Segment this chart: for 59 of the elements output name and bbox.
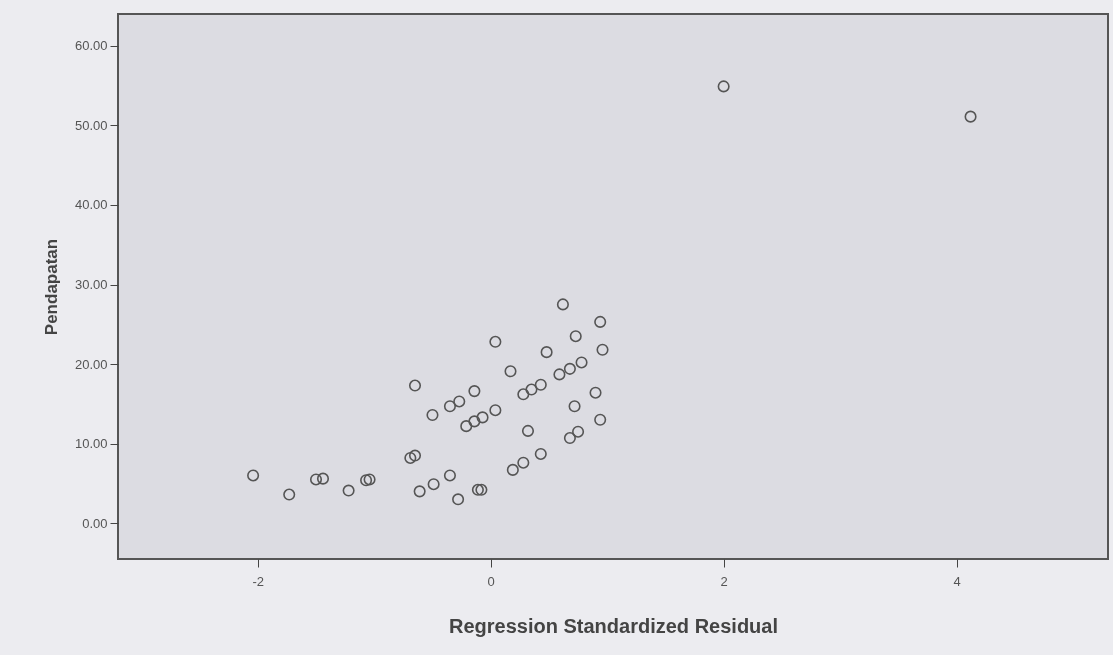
x-tick-label: 2	[720, 573, 728, 589]
point	[468, 385, 481, 398]
point	[521, 424, 535, 437]
y-axis-title: Pendapatan	[41, 238, 61, 336]
point	[453, 395, 466, 408]
point	[534, 378, 547, 391]
point	[413, 485, 426, 498]
x-tick-label: -2	[252, 573, 265, 589]
point	[247, 469, 260, 482]
x-tick-label: 4	[953, 573, 961, 589]
point	[506, 463, 519, 476]
point	[594, 413, 607, 426]
point	[316, 472, 330, 485]
point	[408, 379, 422, 392]
y-tick-label: 0.00	[82, 515, 108, 531]
point	[572, 425, 585, 438]
point	[476, 411, 489, 424]
point	[534, 447, 547, 461]
y-tick-label: 50.00	[74, 117, 108, 133]
point	[568, 400, 581, 413]
y-tick-label: 60.00	[74, 38, 108, 54]
y-tick-label: 40.00	[74, 197, 108, 213]
point	[489, 335, 502, 348]
point	[540, 346, 553, 359]
point	[504, 365, 517, 378]
point	[468, 415, 481, 428]
point	[517, 456, 530, 469]
point	[427, 478, 440, 491]
x-axis-title: Regression Standardized Residual	[449, 614, 778, 637]
point	[964, 110, 977, 123]
point	[589, 386, 602, 399]
point	[569, 330, 582, 343]
point	[443, 400, 456, 413]
point	[443, 469, 456, 482]
point	[283, 488, 296, 501]
y-tick-label: 20.00	[74, 356, 108, 372]
point	[489, 404, 502, 417]
point	[460, 420, 473, 433]
point	[717, 80, 730, 93]
point	[517, 388, 530, 401]
point	[471, 483, 484, 496]
x-tick-label: 0	[487, 573, 495, 589]
point	[563, 432, 576, 445]
point	[408, 449, 422, 462]
point	[553, 368, 566, 381]
y-tick-label: 30.00	[74, 277, 108, 293]
point	[452, 493, 465, 506]
point	[575, 356, 588, 369]
y-tick-label: 10.00	[74, 436, 108, 452]
point	[426, 408, 439, 422]
point	[475, 483, 488, 496]
point	[309, 473, 323, 486]
point	[556, 298, 569, 311]
point	[342, 484, 355, 497]
point	[563, 362, 576, 375]
point	[594, 315, 607, 328]
point	[525, 383, 538, 396]
point	[404, 451, 417, 464]
point	[596, 343, 609, 356]
